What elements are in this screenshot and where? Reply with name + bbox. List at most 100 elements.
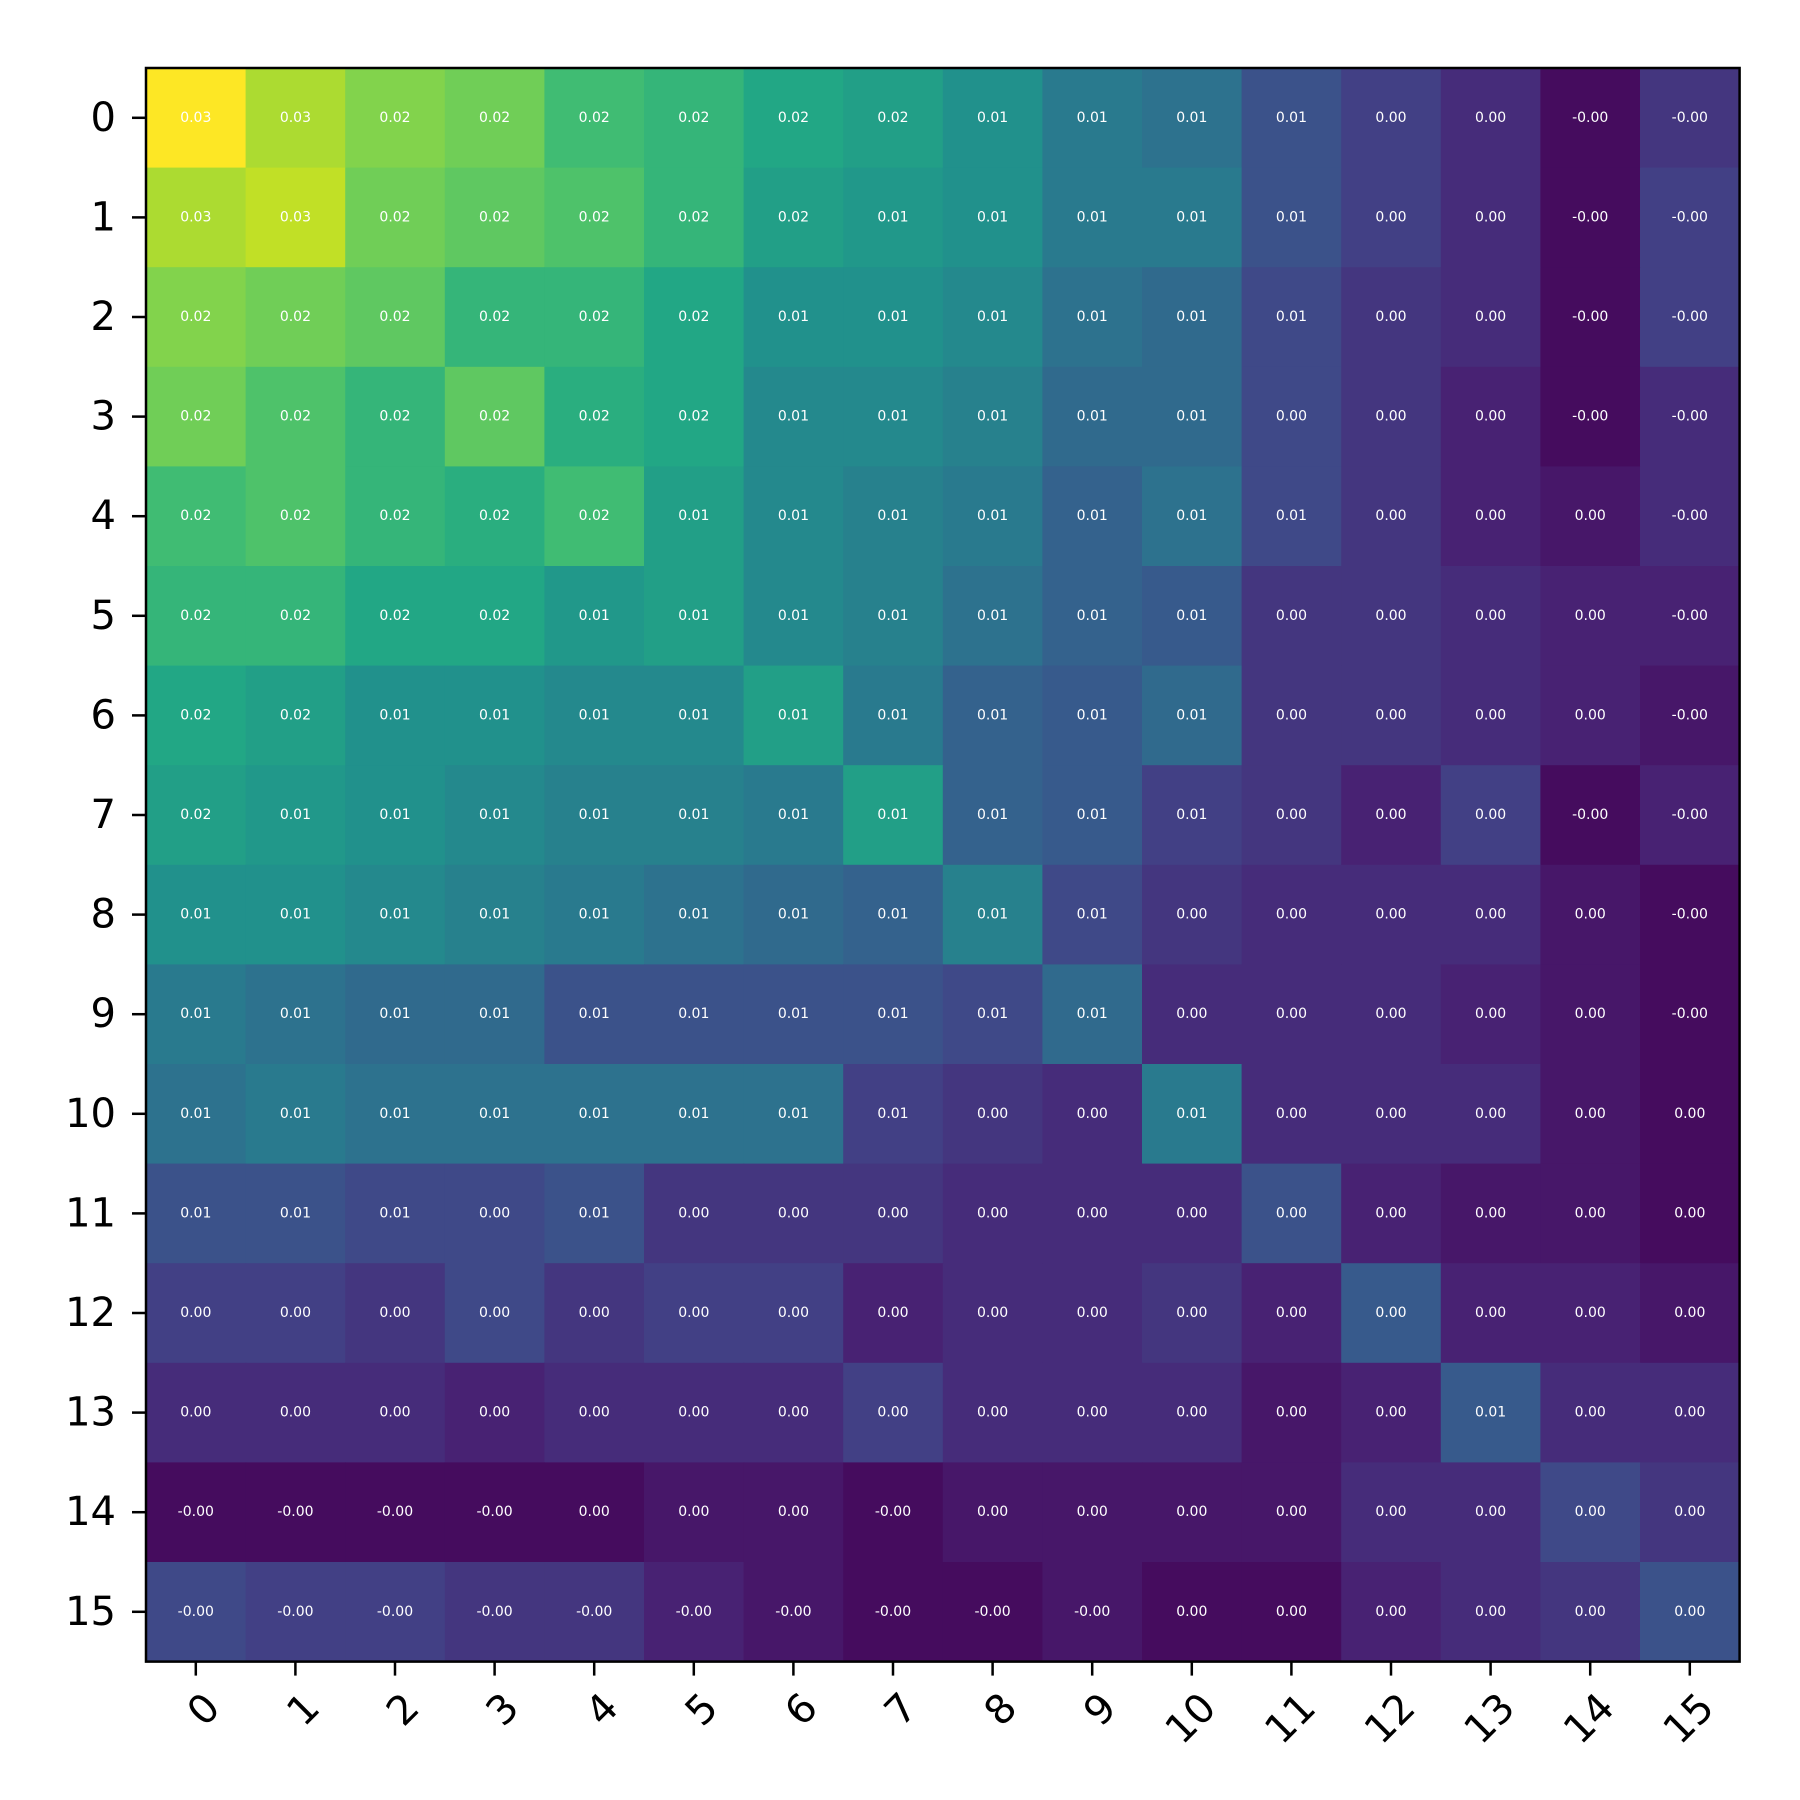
- heatmap-cell-r3-c14: [1540, 366, 1641, 467]
- heatmap-cell-r10-c11: [1241, 1064, 1342, 1165]
- cell-value-label-r12-c13: 0.00: [1475, 1305, 1506, 1321]
- cell-value-label-r8-c3: 0.01: [479, 907, 510, 923]
- heatmap-cell-r13-c12: [1341, 1362, 1442, 1463]
- heatmap-cell-r1-c13: [1440, 167, 1541, 268]
- heatmap-cell-r12-c12: [1341, 1263, 1442, 1364]
- heatmap-cell-r12-c11: [1241, 1263, 1342, 1364]
- cell-value-label-r3-c3: 0.02: [479, 409, 510, 425]
- heatmap-cell-r14-c9: [1042, 1462, 1143, 1563]
- x-tick-label-15: 15: [1655, 1685, 1724, 1754]
- cell-value-label-r2-c5: 0.02: [678, 309, 709, 325]
- cell-value-label-r11-c6: 0.00: [778, 1205, 809, 1221]
- heatmap-cell-r9-c3: [444, 964, 545, 1065]
- heatmap-cell-r13-c7: [843, 1362, 944, 1463]
- heatmap-cell-r9-c5: [644, 964, 745, 1065]
- cell-value-label-r7-c14: -0.00: [1572, 807, 1608, 823]
- heatmap-cell-r14-c8: [942, 1462, 1043, 1563]
- y-tick-label-3: 3: [91, 394, 116, 440]
- heatmap-cell-r15-c4: [544, 1562, 645, 1663]
- heatmap-cell-r1-c1: [245, 167, 346, 268]
- y-tick-label-5: 5: [91, 593, 116, 639]
- cell-value-label-r8-c15: -0.00: [1672, 907, 1708, 923]
- cell-value-label-r11-c4: 0.01: [579, 1205, 610, 1221]
- heatmap-cell-r0-c7: [843, 68, 944, 169]
- heatmap-cell-r10-c14: [1540, 1064, 1641, 1165]
- cell-value-label-r13-c10: 0.00: [1176, 1405, 1207, 1421]
- heatmap-cell-r5-c12: [1341, 566, 1442, 667]
- cell-value-label-r4-c11: 0.01: [1276, 508, 1307, 524]
- cell-value-label-r6-c6: 0.01: [778, 707, 809, 723]
- cell-value-label-r5-c12: 0.00: [1375, 608, 1406, 624]
- cell-value-label-r1-c12: 0.00: [1375, 209, 1406, 225]
- heatmap-cell-r11-c11: [1241, 1163, 1342, 1264]
- heatmap-cell-r11-c2: [345, 1163, 446, 1264]
- heatmap-cell-r6-c10: [1142, 665, 1243, 766]
- heatmap-cell-r7-c0: [146, 765, 247, 866]
- cell-value-label-r5-c8: 0.01: [977, 608, 1008, 624]
- heatmap-cell-r1-c6: [743, 167, 844, 268]
- heatmap-cell-r4-c12: [1341, 466, 1442, 567]
- heatmap-cell-r15-c11: [1241, 1562, 1342, 1663]
- heatmap-cell-r7-c15: [1640, 765, 1741, 866]
- x-tick-label-0: 0: [179, 1685, 230, 1736]
- cell-value-label-r11-c14: 0.00: [1575, 1205, 1606, 1221]
- heatmap-cell-r3-c0: [146, 366, 247, 467]
- heatmap-cell-r13-c3: [444, 1362, 545, 1463]
- heatmap-cell-r6-c8: [942, 665, 1043, 766]
- cell-value-label-r0-c10: 0.01: [1176, 110, 1207, 126]
- cell-value-label-r8-c2: 0.01: [379, 907, 410, 923]
- heatmap-cell-r1-c10: [1142, 167, 1243, 268]
- heatmap-cell-r10-c13: [1440, 1064, 1541, 1165]
- cell-value-label-r13-c12: 0.00: [1375, 1405, 1406, 1421]
- heatmap-cell-r10-c2: [345, 1064, 446, 1165]
- cell-value-label-r2-c14: -0.00: [1572, 309, 1608, 325]
- heatmap-cell-r9-c4: [544, 964, 645, 1065]
- cell-value-label-r13-c9: 0.00: [1077, 1405, 1108, 1421]
- heatmap-cell-r10-c7: [843, 1064, 944, 1165]
- cell-value-label-r2-c1: 0.02: [280, 309, 311, 325]
- heatmap-cell-r13-c1: [245, 1362, 346, 1463]
- cell-value-label-r1-c1: 0.03: [280, 209, 311, 225]
- cell-value-label-r11-c5: 0.00: [678, 1205, 709, 1221]
- cell-value-label-r15-c2: -0.00: [377, 1604, 413, 1620]
- heatmap-cell-r5-c0: [146, 566, 247, 667]
- cell-value-label-r4-c4: 0.02: [579, 508, 610, 524]
- cell-value-label-r7-c3: 0.01: [479, 807, 510, 823]
- heatmap-cell-r5-c13: [1440, 566, 1541, 667]
- cell-value-label-r4-c7: 0.01: [877, 508, 908, 524]
- heatmap-cell-r11-c7: [843, 1163, 944, 1264]
- heatmap-cell-r8-c1: [245, 864, 346, 965]
- y-tick-label-2: 2: [91, 294, 116, 340]
- cell-value-label-r8-c4: 0.01: [579, 907, 610, 923]
- heatmap-cell-r2-c9: [1042, 267, 1143, 368]
- heatmap-cell-r7-c14: [1540, 765, 1641, 866]
- cell-value-label-r4-c2: 0.02: [379, 508, 410, 524]
- heatmap-cell-r15-c9: [1042, 1562, 1143, 1663]
- cell-value-label-r11-c3: 0.00: [479, 1205, 510, 1221]
- cell-value-label-r13-c7: 0.00: [877, 1405, 908, 1421]
- heatmap-cell-r12-c5: [644, 1263, 745, 1364]
- heatmap-cell-r3-c2: [345, 366, 446, 467]
- cell-value-label-r10-c9: 0.00: [1077, 1106, 1108, 1122]
- cell-value-label-r0-c7: 0.02: [877, 110, 908, 126]
- cell-value-label-r2-c10: 0.01: [1176, 309, 1207, 325]
- cell-value-label-r3-c11: 0.00: [1276, 409, 1307, 425]
- heatmap-cell-r1-c11: [1241, 167, 1342, 268]
- cell-value-label-r14-c0: -0.00: [178, 1504, 214, 1520]
- cell-value-label-r5-c11: 0.00: [1276, 608, 1307, 624]
- heatmap-cell-r4-c7: [843, 466, 944, 567]
- heatmap-cell-r12-c13: [1440, 1263, 1541, 1364]
- cell-value-label-r7-c10: 0.01: [1176, 807, 1207, 823]
- heatmap-cell-r4-c3: [444, 466, 545, 567]
- heatmap-cell-r1-c3: [444, 167, 545, 268]
- heatmap-cell-r12-c8: [942, 1263, 1043, 1364]
- cell-value-label-r1-c11: 0.01: [1276, 209, 1307, 225]
- cell-value-label-r9-c1: 0.01: [280, 1006, 311, 1022]
- heatmap-cell-r6-c1: [245, 665, 346, 766]
- heatmap-cell-r7-c2: [345, 765, 446, 866]
- cell-value-label-r15-c7: -0.00: [875, 1604, 911, 1620]
- cell-value-label-r13-c3: 0.00: [479, 1405, 510, 1421]
- heatmap-cell-r14-c2: [345, 1462, 446, 1563]
- heatmap-cell-r13-c13: [1440, 1362, 1541, 1463]
